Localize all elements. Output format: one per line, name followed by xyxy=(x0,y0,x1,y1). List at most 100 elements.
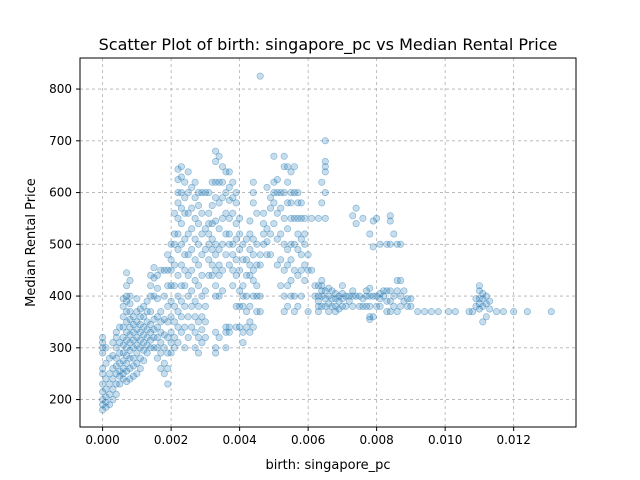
scatter-point xyxy=(284,261,292,269)
scatter-point xyxy=(208,235,216,243)
scatter-point xyxy=(246,217,254,225)
scatter-point xyxy=(133,370,141,378)
scatter-point xyxy=(331,302,339,310)
scatter-point xyxy=(270,220,278,228)
scatter-point xyxy=(119,323,127,331)
scatter-point xyxy=(188,246,196,254)
scatter-point xyxy=(366,284,374,292)
scatter-point xyxy=(407,302,415,310)
scatter-point xyxy=(99,333,107,341)
scatter-point xyxy=(266,251,274,259)
scatter-point xyxy=(297,235,305,243)
scatter-point xyxy=(201,225,209,233)
scatter-point xyxy=(208,271,216,279)
scatter-point xyxy=(129,328,137,336)
scatter-point xyxy=(106,401,114,409)
scatter-point xyxy=(177,297,185,305)
scatter-point xyxy=(225,323,233,331)
scatter-point xyxy=(318,282,326,290)
scatter-point xyxy=(195,318,203,326)
scatter-point xyxy=(153,271,161,279)
scatter-point xyxy=(349,287,357,295)
scatter-point xyxy=(171,318,179,326)
scatter-point xyxy=(273,176,281,184)
scatter-point xyxy=(181,235,189,243)
scatter-point xyxy=(359,214,367,222)
scatter-point xyxy=(277,204,285,212)
scatter-point xyxy=(222,251,230,259)
scatter-point xyxy=(157,349,165,357)
scatter-point xyxy=(479,289,487,297)
scatter-point xyxy=(390,230,398,238)
scatter-point xyxy=(147,282,155,290)
scatter-point xyxy=(191,256,199,264)
grid xyxy=(80,58,576,427)
scatter-point xyxy=(181,302,189,310)
scatter-point xyxy=(331,289,339,297)
scatter-point xyxy=(243,308,251,316)
x-tick-label: 0.010 xyxy=(428,433,462,447)
scatter-point xyxy=(266,230,274,238)
scatter-point xyxy=(301,214,309,222)
scatter-point xyxy=(171,302,179,310)
scatter-point xyxy=(188,323,196,331)
scatter-point xyxy=(198,326,206,334)
scatter-point xyxy=(297,199,305,207)
scatter-point xyxy=(479,295,487,303)
scatter-point xyxy=(225,214,233,222)
scatter-point xyxy=(294,246,302,254)
scatter-point xyxy=(143,341,151,349)
scatter-point xyxy=(191,276,199,284)
scatter-point xyxy=(184,230,192,238)
scatter-point xyxy=(205,189,213,197)
scatter-point xyxy=(147,320,155,328)
scatter-point xyxy=(294,230,302,238)
scatter-point xyxy=(273,209,281,217)
scatter-point xyxy=(290,163,298,171)
y-tick-label: 300 xyxy=(49,341,72,355)
scatter-point xyxy=(236,287,244,295)
scatter-point xyxy=(157,364,165,372)
scatter-point xyxy=(215,271,223,279)
scatter-point xyxy=(198,271,206,279)
scatter-point xyxy=(191,328,199,336)
scatter-point xyxy=(195,349,203,357)
scatter-point xyxy=(229,282,237,290)
scatter-point xyxy=(143,333,151,341)
scatter-point xyxy=(331,295,339,303)
scatter-point xyxy=(492,308,500,316)
y-axis: 200 300 400 500 600 700 800 xyxy=(49,82,80,407)
scatter-point xyxy=(106,370,114,378)
scatter-point xyxy=(153,284,161,292)
scatter-point xyxy=(222,189,230,197)
scatter-point xyxy=(153,295,161,303)
scatter-point xyxy=(318,292,326,300)
x-tick-label: 0.000 xyxy=(85,433,119,447)
scatter-point xyxy=(469,308,477,316)
scatter-point xyxy=(99,339,107,347)
scatter-point xyxy=(290,308,298,316)
scatter-point xyxy=(112,390,120,398)
scatter-point xyxy=(174,271,182,279)
scatter-point xyxy=(243,256,251,264)
scatter-point xyxy=(181,323,189,331)
scatter-point xyxy=(304,251,312,259)
scatter-point xyxy=(547,308,555,316)
scatter-point xyxy=(243,292,251,300)
scatter-point xyxy=(140,357,148,365)
scatter-point xyxy=(171,261,179,269)
scatter-point xyxy=(280,189,288,197)
scatter-point xyxy=(256,308,264,316)
scatter-point xyxy=(174,246,182,254)
scatter-point xyxy=(102,344,110,352)
scatter-point xyxy=(143,297,151,305)
scatter-point xyxy=(321,158,329,166)
scatter-point xyxy=(260,220,268,228)
scatter-point xyxy=(188,225,196,233)
scatter-point xyxy=(427,308,435,316)
scatter-point xyxy=(249,199,257,207)
scatter-point xyxy=(229,178,237,186)
scatter-point xyxy=(219,163,227,171)
scatter-point xyxy=(321,189,329,197)
scatter-point xyxy=(236,266,244,274)
